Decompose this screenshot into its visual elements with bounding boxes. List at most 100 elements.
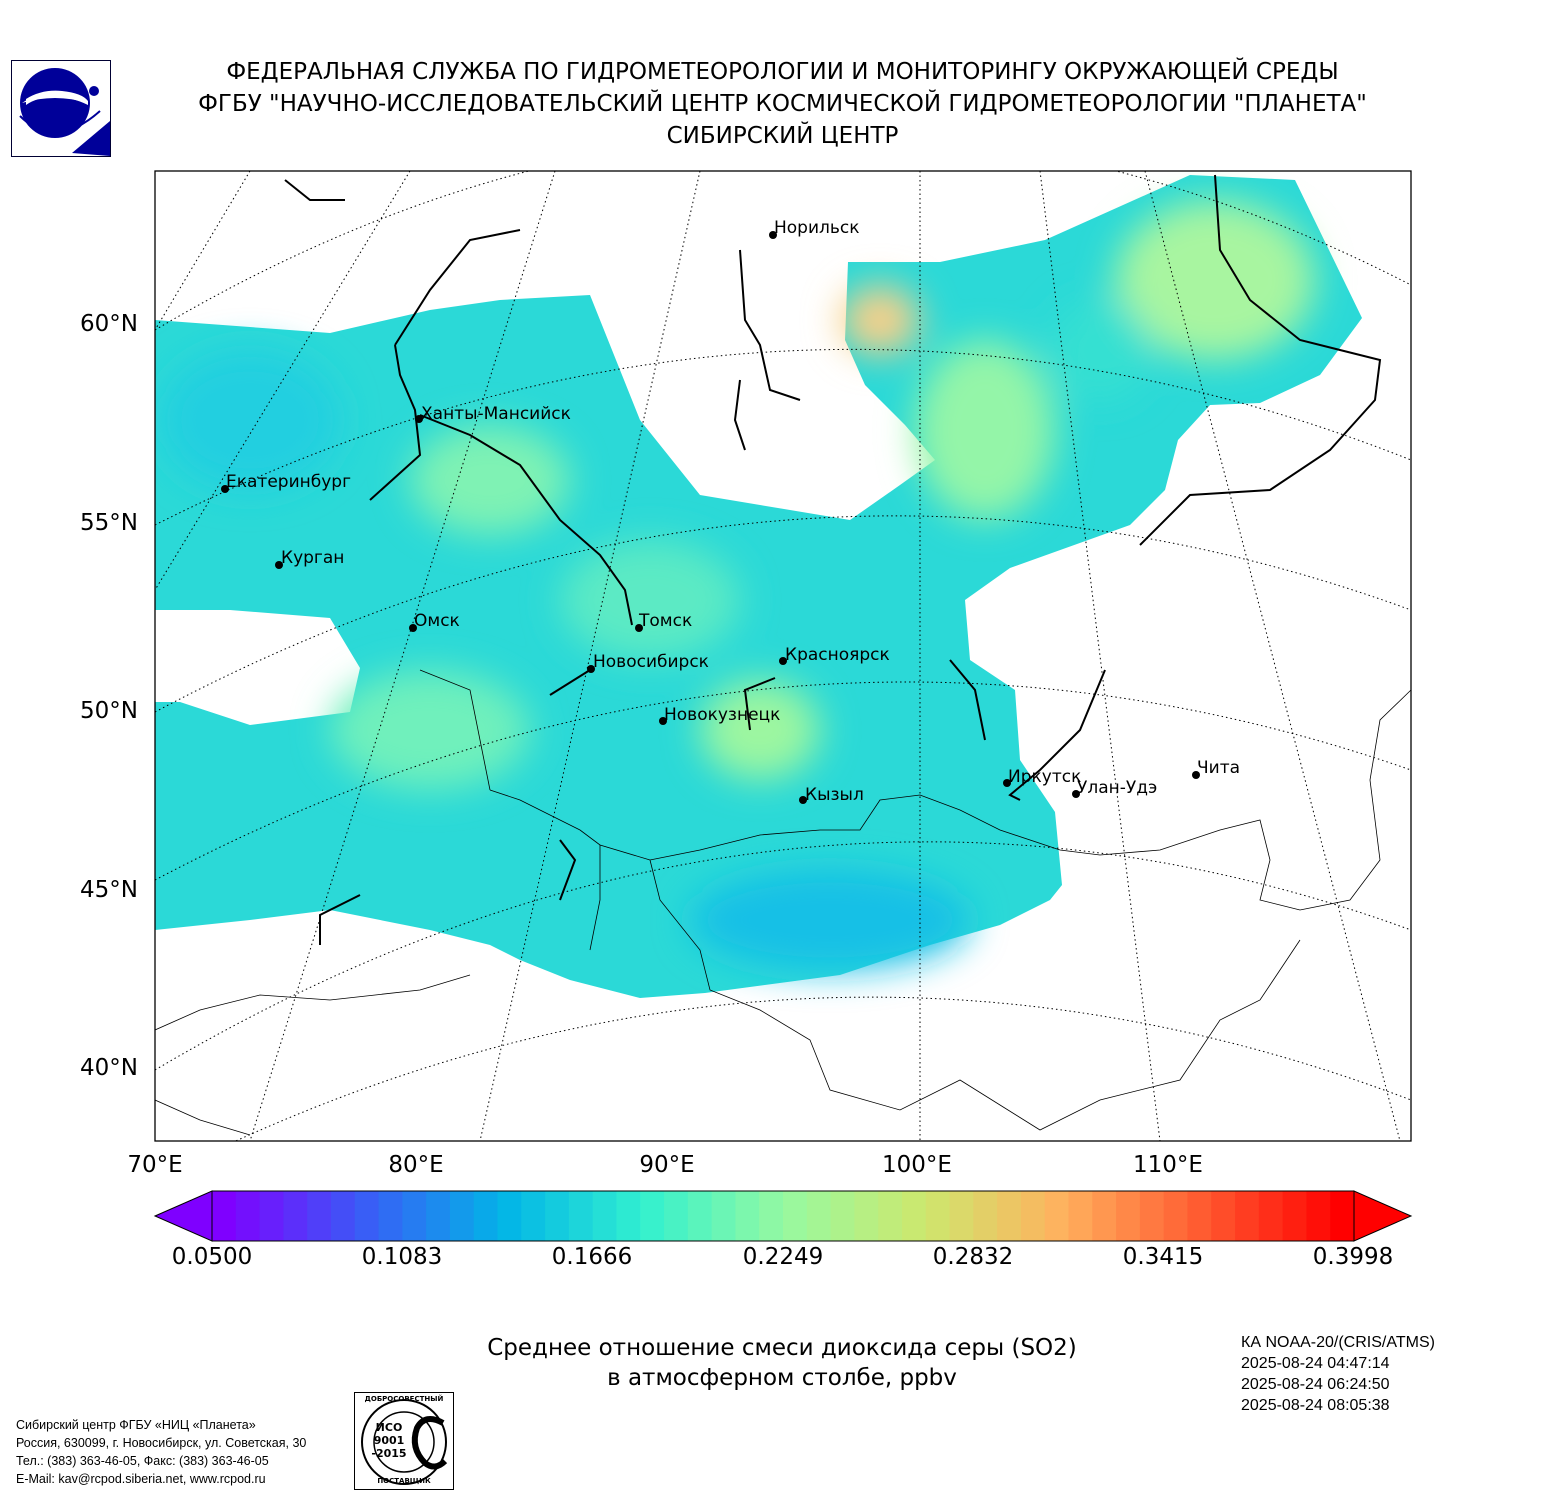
lat-label: 50°N [80, 698, 138, 724]
lat-label: 45°N [80, 877, 138, 903]
city-label: Новосибирск [593, 652, 709, 672]
lat-label: 55°N [80, 510, 138, 536]
colorbar-cell [521, 1191, 546, 1241]
colorbar-cell [1282, 1191, 1307, 1241]
lat-label: 60°N [80, 311, 138, 337]
header-line-3: СИБИРСКИЙ ЦЕНТР [666, 123, 899, 149]
product-title-line-2: в атмосферном столбе, ppbv [607, 1365, 957, 1391]
colorbar-cell [235, 1191, 261, 1241]
colorbar-cell [1068, 1191, 1093, 1241]
colorbar-cell [1092, 1191, 1117, 1241]
colorbar-cell [283, 1191, 308, 1241]
colorbar-cell [1235, 1191, 1260, 1241]
colorbar-cell [354, 1191, 380, 1241]
city-label: Чита [1197, 758, 1241, 778]
colorbar-cell [925, 1191, 951, 1241]
colorbar-cell [1258, 1191, 1284, 1241]
so2-field [155, 175, 1362, 998]
footer-line: Россия, 630099, г. Новосибирск, ул. Сове… [16, 1436, 307, 1450]
lon-label: 70°E [127, 1152, 183, 1178]
colorbar-cell [1163, 1191, 1188, 1241]
city-label: Иркутск [1008, 767, 1082, 787]
colorbar-cell [1187, 1191, 1212, 1241]
colorbar-strip [153, 1190, 1413, 1242]
colorbar-tick: 0.3998 [1312, 1244, 1394, 1270]
colorbar-cell [378, 1191, 403, 1241]
colorbar-cell [1211, 1191, 1236, 1241]
lon-label: 110°E [1133, 1152, 1203, 1178]
colorbar-cell [473, 1191, 498, 1241]
graticule [155, 171, 1411, 1141]
colorbar-tick: 0.1666 [551, 1244, 633, 1270]
planeta-logo-icon [12, 61, 110, 156]
colorbar-cell [973, 1191, 998, 1241]
colorbar-cell [212, 1191, 237, 1241]
colorbar-cell [497, 1191, 522, 1241]
colorbar-cell [1139, 1191, 1165, 1241]
iso-logo-top: ДОБРОСОВЕСТНЫЙ [364, 1395, 444, 1403]
lon-label: 100°E [882, 1152, 952, 1178]
satellite-time: 2025-08-24 08:05:38 [1241, 1397, 1390, 1414]
colorbar-tick: 0.0500 [171, 1244, 253, 1270]
satellite-time: 2025-08-24 06:24:50 [1241, 1376, 1390, 1393]
city-label: Омск [414, 611, 460, 631]
colorbar-cell [806, 1191, 832, 1241]
colorbar-cell [783, 1191, 808, 1241]
colorbar-cell [426, 1191, 451, 1241]
iso-badge-icon [361, 1399, 448, 1485]
colorbar-cell [664, 1191, 689, 1241]
colorbar-tick: 0.1083 [361, 1244, 443, 1270]
colorbar-cell [1116, 1191, 1141, 1241]
colorbar-cell [449, 1191, 475, 1241]
city-label: Ханты-Мансийск [421, 404, 571, 424]
iso-logo-bottom: ПОСТАВЩИК [377, 1477, 431, 1485]
colorbar-cell [307, 1191, 332, 1241]
city-label: Красноярск [785, 645, 890, 665]
colorbar-cell [759, 1191, 784, 1241]
iso-logo-text-3: -2015 [371, 1447, 407, 1460]
iso-logo-text-1: ИСО [375, 1421, 403, 1434]
colorbar-cell [878, 1191, 903, 1241]
footer-line: Сибирский центр ФГБУ «НИЦ «Планета» [16, 1418, 256, 1432]
footer-line: E-Mail: kav@rcpod.siberia.net, www.rcpod… [16, 1472, 266, 1486]
product-title-line-1: Среднее отношение смеси диоксида серы (S… [487, 1335, 1077, 1361]
header-line-2: ФГБУ "НАУЧНО-ИССЛЕДОВАТЕЛЬСКИЙ ЦЕНТР КОС… [198, 91, 1367, 117]
city-label: Курган [281, 548, 345, 568]
colorbar-tick: 0.3415 [1122, 1244, 1204, 1270]
colorbar-cell [949, 1191, 974, 1241]
city-label: Норильск [774, 218, 860, 238]
colorbar-cell [259, 1191, 284, 1241]
footer-line: Тел.: (383) 363-46-05, Факс: (383) 363-4… [16, 1454, 269, 1468]
map-frame [154, 170, 1412, 1142]
lat-label: 40°N [80, 1055, 138, 1081]
colorbar-tick: 0.2249 [742, 1244, 824, 1270]
rivers [284, 174, 1382, 945]
city-label: Томск [639, 611, 693, 631]
colorbar-cell [735, 1191, 760, 1241]
colorbar-cell [687, 1191, 713, 1241]
city-markers [221, 231, 1200, 804]
colorbar-cell [330, 1191, 356, 1241]
iso-logo: ДОБРОСОВЕСТНЫЙ ИСО 9001 -2015 ПОСТАВЩИК [354, 1392, 454, 1490]
colorbar-cell [545, 1191, 570, 1241]
colorbar-cell [830, 1191, 855, 1241]
city-label: Екатеринбург [226, 472, 352, 492]
city-label: Кызыл [805, 785, 864, 805]
colorbar-cell [568, 1191, 594, 1241]
satellite-name: КА NOAA-20/(CRIS/ATMS) [1241, 1334, 1435, 1351]
colorbar-cell [854, 1191, 879, 1241]
colorbar-cell [616, 1191, 641, 1241]
satellite-time: 2025-08-24 04:47:14 [1241, 1355, 1390, 1372]
planeta-logo [11, 60, 111, 157]
colorbar-cell [1330, 1191, 1355, 1241]
colorbar-cell [1020, 1191, 1046, 1241]
colorbar-cell [640, 1191, 665, 1241]
lon-label: 90°E [639, 1152, 695, 1178]
colorbar-cell [711, 1191, 736, 1241]
colorbar-cell [1044, 1191, 1069, 1241]
colorbar-cell [997, 1191, 1022, 1241]
lon-label: 80°E [388, 1152, 444, 1178]
iso-logo-text-2: 9001 [373, 1434, 405, 1447]
colorbar-cell [402, 1191, 427, 1241]
